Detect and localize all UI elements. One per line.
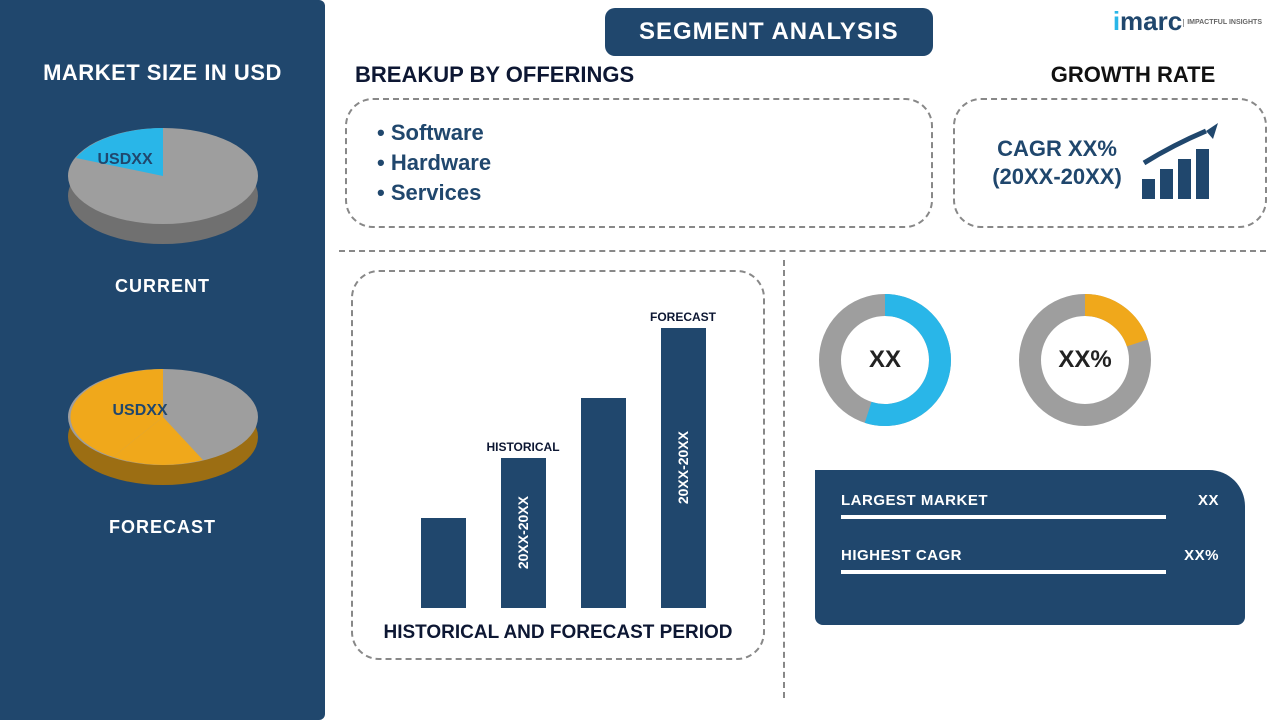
- left-panel: MARKET SIZE IN USD USDXX CURRENT USDXX F…: [0, 0, 325, 720]
- metric-value: XX: [1198, 492, 1219, 509]
- donut-ring: XX: [815, 290, 955, 430]
- pie-current-label: CURRENT: [0, 276, 325, 297]
- bar-vlabel: 20XX-20XX: [675, 431, 691, 504]
- ring-label: XX: [869, 346, 901, 374]
- bar-top-label: FORECAST: [650, 310, 716, 324]
- metric-row: HIGHEST CAGR XX%: [841, 547, 1219, 564]
- divider-v: [783, 260, 785, 698]
- history-chart: HISTORICAL 20XX-20XX FORECAST 20XX-20XX HIS…: [351, 270, 765, 660]
- bar-column: [403, 518, 483, 608]
- metric-name: LARGEST MARKET: [841, 492, 988, 509]
- list-item: Services: [377, 178, 901, 208]
- logo: imarcIMPACTFUL INSIGHTS: [1113, 6, 1262, 37]
- bar-vlabel: 20XX-20XX: [515, 496, 531, 569]
- growth-icon: [1138, 123, 1228, 203]
- bar: [581, 398, 626, 608]
- metrics-box: LARGEST MARKET XX HIGHEST CAGR XX%: [815, 470, 1245, 625]
- main-area: SEGMENT ANALYSIS imarcIMPACTFUL INSIGHTS…: [325, 0, 1280, 720]
- metric-bar: [841, 570, 1166, 574]
- pie-current: USDXX: [53, 116, 273, 266]
- growth-line2: (20XX-20XX): [992, 164, 1122, 189]
- metric-name: HIGHEST CAGR: [841, 547, 962, 564]
- rings-row: XX XX%: [815, 290, 1155, 430]
- bar: 20XX-20XX: [661, 328, 706, 608]
- growth-box: CAGR XX% (20XX-20XX): [953, 98, 1267, 228]
- growth-text: CAGR XX% (20XX-20XX): [992, 135, 1122, 191]
- breakup-list: Software Hardware Services: [377, 118, 901, 208]
- bar: [421, 518, 466, 608]
- bar: 20XX-20XX: [501, 458, 546, 608]
- metric-value: XX%: [1184, 547, 1219, 564]
- list-item: Software: [377, 118, 901, 148]
- growth-line1: CAGR XX%: [997, 136, 1117, 161]
- list-item: Hardware: [377, 148, 901, 178]
- page-title: SEGMENT ANALYSIS: [605, 8, 933, 56]
- history-chart-title: HISTORICAL AND FORECAST PERIOD: [353, 622, 763, 644]
- logo-i: i: [1113, 6, 1120, 36]
- logo-sub: IMPACTFUL INSIGHTS: [1183, 19, 1262, 27]
- bar-column: FORECAST 20XX-20XX: [643, 310, 723, 608]
- metric-bar: [841, 515, 1166, 519]
- divider-h: [339, 250, 1266, 252]
- bar-top-label: HISTORICAL: [486, 440, 559, 454]
- metric-row: LARGEST MARKET XX: [841, 492, 1219, 509]
- breakup-title: BREAKUP BY OFFERINGS: [355, 62, 634, 88]
- growth-title: GROWTH RATE: [1003, 62, 1263, 88]
- market-size-title: MARKET SIZE IN USD: [0, 60, 325, 86]
- pie-forecast-label: FORECAST: [0, 517, 325, 538]
- pie-forecast-value: USDXX: [113, 402, 168, 420]
- bar-column: [563, 398, 643, 608]
- pie-forecast: USDXX: [53, 357, 273, 507]
- breakup-box: Software Hardware Services: [345, 98, 933, 228]
- ring-label: XX%: [1058, 346, 1111, 374]
- logo-marc: marc: [1120, 6, 1182, 36]
- bar-column: HISTORICAL 20XX-20XX: [483, 440, 563, 608]
- pie-current-value: USDXX: [98, 151, 153, 169]
- donut-ring: XX%: [1015, 290, 1155, 430]
